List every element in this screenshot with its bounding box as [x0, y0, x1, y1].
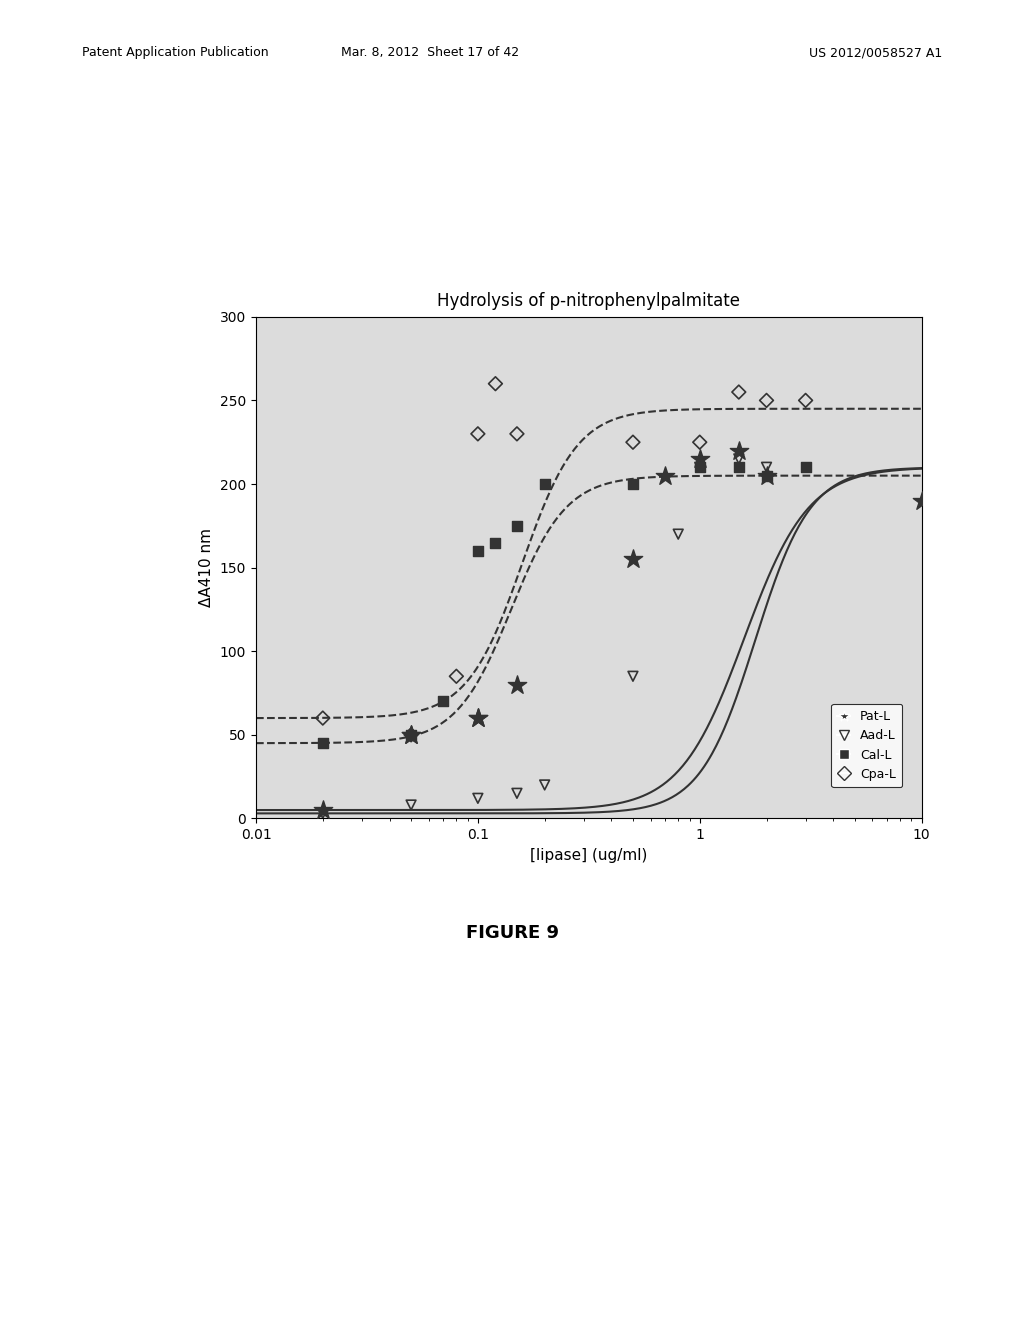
Point: [314, 708, 331, 729]
Point: [314, 800, 331, 821]
Text: Mar. 8, 2012  Sheet 17 of 42: Mar. 8, 2012 Sheet 17 of 42: [341, 46, 519, 59]
Point: [487, 532, 504, 553]
Point: [657, 465, 674, 486]
Point: [314, 733, 331, 754]
Legend: Pat-L, Aad-L, Cal-L, Cpa-L: Pat-L, Aad-L, Cal-L, Cpa-L: [831, 704, 902, 787]
Point: [730, 457, 746, 478]
Point: [449, 665, 465, 686]
Point: [670, 524, 686, 545]
Point: [470, 540, 486, 561]
Point: [402, 725, 419, 746]
Text: Patent Application Publication: Patent Application Publication: [82, 46, 268, 59]
Point: [730, 381, 746, 403]
Text: US 2012/0058527 A1: US 2012/0058527 A1: [809, 46, 942, 59]
Point: [759, 465, 775, 486]
Point: [730, 449, 746, 470]
Y-axis label: ΔA410 nm: ΔA410 nm: [200, 528, 214, 607]
Point: [759, 457, 775, 478]
Point: [913, 490, 930, 511]
Point: [625, 432, 641, 453]
Point: [509, 675, 525, 696]
Point: [402, 795, 419, 816]
Point: [314, 803, 331, 824]
Point: [691, 449, 708, 470]
Text: FIGURE 9: FIGURE 9: [466, 924, 558, 942]
Point: [402, 725, 419, 746]
Point: [402, 725, 419, 746]
Point: [435, 690, 452, 711]
Point: [470, 708, 486, 729]
Point: [470, 708, 486, 729]
Point: [509, 424, 525, 445]
Point: [730, 440, 746, 461]
Point: [470, 424, 486, 445]
Point: [798, 457, 814, 478]
Point: [691, 457, 708, 478]
Title: Hydrolysis of p-nitrophenylpalmitate: Hydrolysis of p-nitrophenylpalmitate: [437, 292, 740, 310]
Point: [537, 474, 553, 495]
Point: [691, 457, 708, 478]
Point: [759, 465, 775, 486]
Point: [798, 389, 814, 411]
Point: [625, 474, 641, 495]
Point: [509, 783, 525, 804]
Point: [402, 725, 419, 746]
Point: [487, 374, 504, 395]
X-axis label: [lipase] (ug/ml): [lipase] (ug/ml): [530, 847, 647, 863]
Point: [759, 389, 775, 411]
Point: [691, 432, 708, 453]
Point: [625, 549, 641, 570]
Point: [509, 515, 525, 536]
Point: [625, 665, 641, 686]
Point: [470, 788, 486, 809]
Point: [537, 775, 553, 796]
